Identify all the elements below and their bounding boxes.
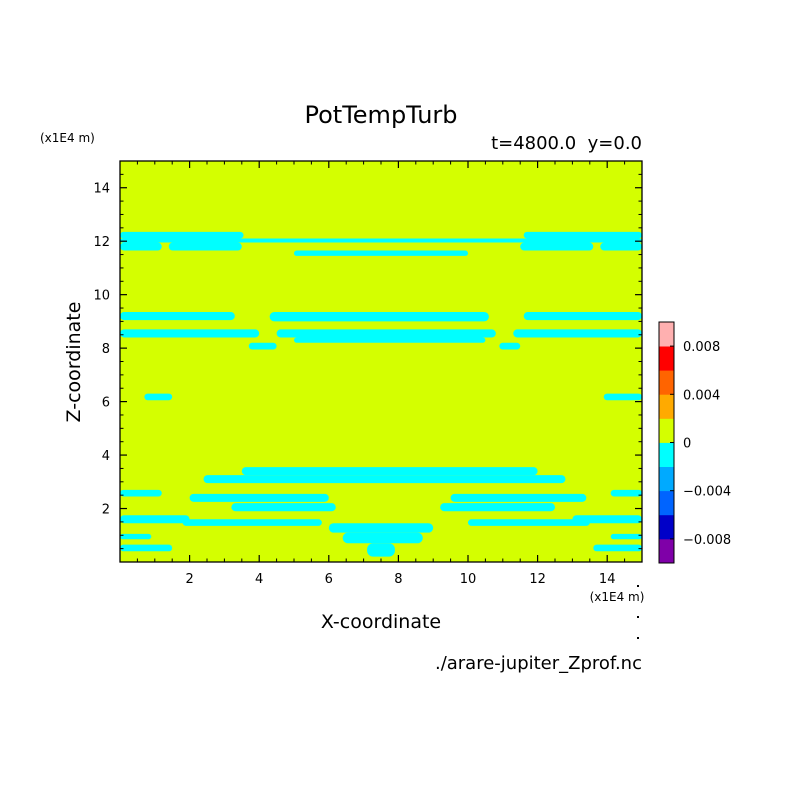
- source-file-label: ./arare-jupiter_Zprof.nc: [435, 653, 642, 674]
- negative-region-30: [468, 519, 590, 526]
- y-unit-label: (x1E4 m): [40, 131, 95, 145]
- negative-region-15: [248, 342, 277, 350]
- x-axis-label: X-coordinate: [321, 611, 441, 633]
- x-unit-label: (x1E4 m): [590, 590, 645, 604]
- colorbar-segment: [659, 322, 674, 347]
- negative-region-17: [144, 393, 173, 401]
- negative-region-31: [120, 533, 152, 540]
- negative-region-29: [182, 519, 322, 526]
- colorbar-tick-label: 0.004: [683, 388, 720, 403]
- x-axis-ticks: 2 4 6 8 10 12 14: [136, 161, 626, 587]
- negative-region-0: [120, 231, 244, 239]
- colorbar-tick-label: 0: [683, 437, 691, 452]
- plot-background: [120, 161, 642, 562]
- y-tick-label: 14: [93, 182, 110, 197]
- x-tick-label: 4: [255, 572, 263, 587]
- negative-region-21: [120, 489, 162, 497]
- negative-region-10: [523, 312, 642, 321]
- y-tick-label: 2: [102, 503, 110, 518]
- negative-region-4: [168, 242, 242, 251]
- y-tick-label: 8: [102, 342, 110, 357]
- negative-region-7: [294, 250, 468, 256]
- y-axis-label: Z-coordinate: [63, 302, 85, 423]
- negative-region-32: [610, 533, 642, 540]
- y-axis-ticks: 2 4 6 8 10 12 14: [93, 173, 642, 550]
- x-tick-label: 2: [185, 572, 193, 587]
- chart-title: PotTempTurb: [305, 101, 458, 129]
- negative-region-20: [203, 475, 566, 484]
- colorbar-tick-label: 0.008: [683, 340, 720, 355]
- y-tick-label: 12: [93, 235, 110, 250]
- negative-region-12: [276, 329, 496, 338]
- colorbar: [659, 322, 674, 564]
- colorbar-tick-label: −0.004: [683, 485, 731, 500]
- negative-region-5: [520, 242, 594, 251]
- negative-region-9: [269, 312, 489, 322]
- negative-region-35: [328, 523, 434, 533]
- negative-region-23: [189, 493, 329, 502]
- plot-area: [119, 160, 643, 563]
- negative-region-19: [241, 467, 538, 476]
- negative-region-25: [120, 515, 190, 524]
- negative-region-6: [600, 242, 642, 251]
- negative-region-8: [120, 312, 235, 321]
- colorbar-segment: [659, 418, 674, 443]
- y-tick-label: 10: [93, 289, 110, 304]
- y-tick-label: 6: [102, 396, 110, 411]
- negative-region-3: [120, 242, 162, 251]
- negative-region-14: [294, 337, 486, 343]
- colorbar-segment: [659, 394, 674, 419]
- negative-region-1: [523, 231, 642, 239]
- negative-region-11: [120, 329, 260, 338]
- negative-region-36: [342, 532, 423, 544]
- negative-region-16: [499, 342, 521, 350]
- x-tick-label: 6: [325, 572, 333, 587]
- colorbar-segment: [659, 490, 674, 516]
- negative-region-24: [450, 493, 587, 502]
- negative-region-22: [610, 489, 642, 497]
- x-tick-label: 12: [529, 572, 546, 587]
- negative-region-2: [120, 238, 642, 243]
- negative-region-27: [440, 503, 555, 512]
- x-tick-label: 10: [460, 572, 477, 587]
- x-tick-label: 8: [394, 572, 402, 587]
- colorbar-segment: [659, 538, 674, 564]
- colorbar-ticks: −0.008 −0.004 0 0.004 0.008: [670, 340, 731, 548]
- colorbar-segment: [659, 346, 674, 371]
- corner-marks: [637, 585, 639, 639]
- x-tick-label: 14: [599, 572, 616, 587]
- colorbar-tick-label: −0.008: [683, 533, 731, 548]
- y-tick-label: 4: [102, 449, 110, 464]
- negative-region-37: [367, 543, 395, 557]
- colorbar-segment: [659, 442, 674, 467]
- negative-region-34: [593, 544, 642, 552]
- colorbar-segment: [659, 514, 674, 540]
- negative-region-28: [572, 515, 642, 524]
- chart-subtitle: t=4800.0 y=0.0: [491, 133, 642, 154]
- negative-region-26: [231, 503, 336, 512]
- colorbar-segment: [659, 466, 674, 492]
- negative-regions: [120, 231, 642, 557]
- negative-region-33: [120, 544, 173, 552]
- colorbar-segment: [659, 370, 674, 395]
- negative-region-18: [603, 393, 642, 401]
- negative-region-13: [513, 329, 642, 338]
